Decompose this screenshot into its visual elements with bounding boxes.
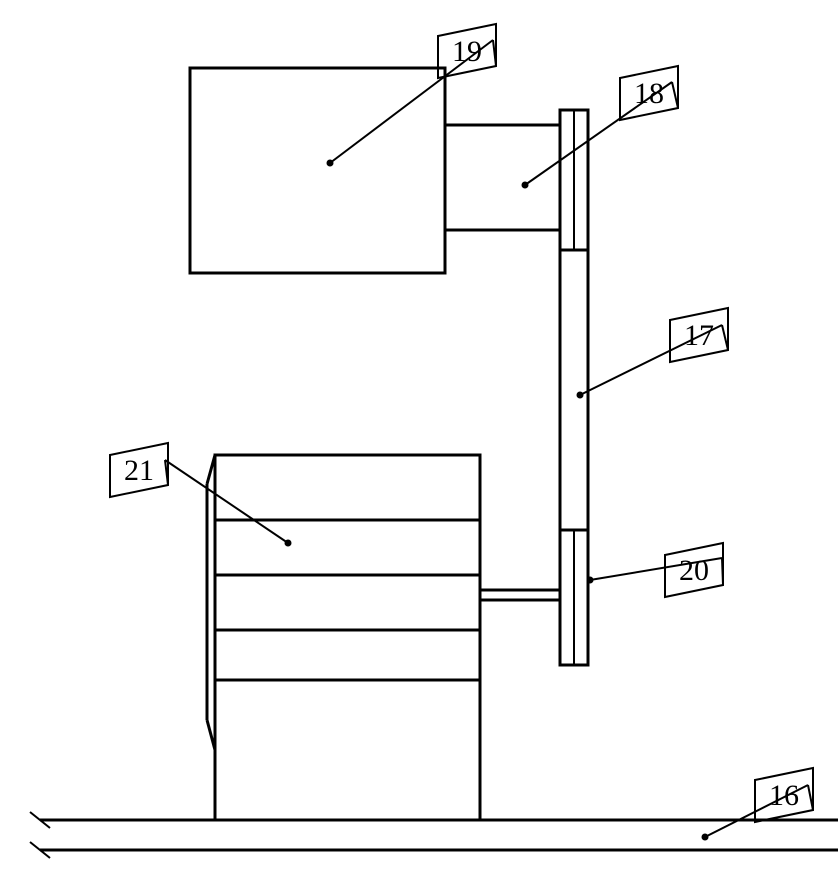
part-label-20: 20 — [679, 554, 709, 587]
mechanical-diagram: 16 17 18 19 20 21 — [0, 0, 838, 889]
part-label-16: 16 — [769, 779, 799, 812]
labels-layer: 16 17 18 19 20 21 — [124, 35, 799, 812]
part-label-18: 18 — [634, 77, 664, 110]
part-label-17: 17 — [684, 319, 714, 352]
part-label-19: 19 — [452, 35, 482, 68]
part-label-21: 21 — [124, 454, 154, 487]
